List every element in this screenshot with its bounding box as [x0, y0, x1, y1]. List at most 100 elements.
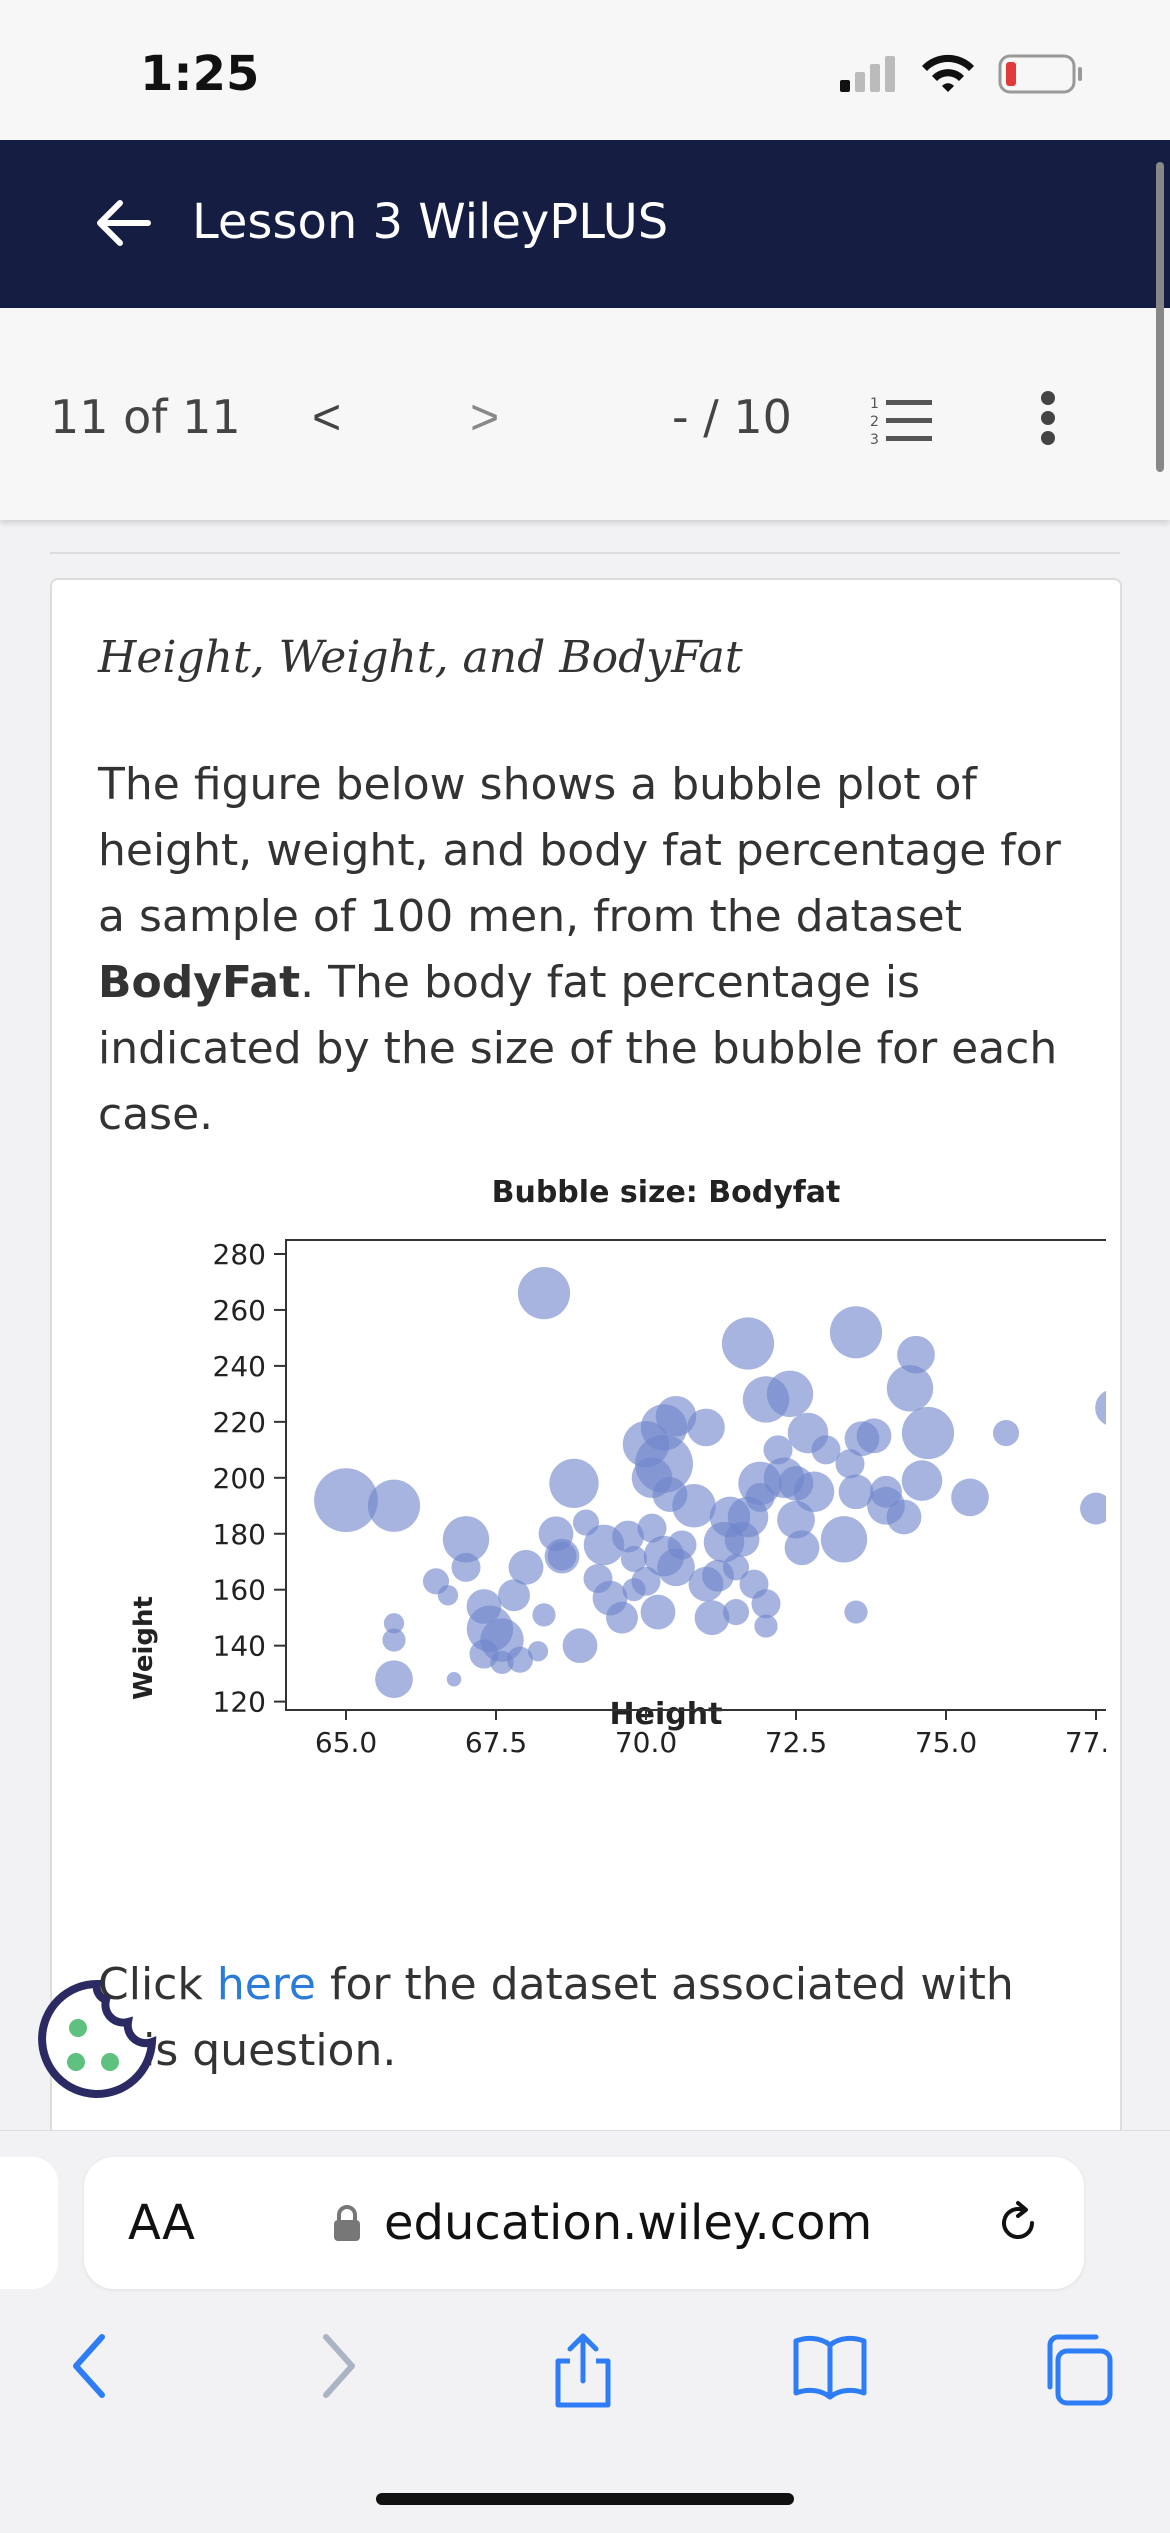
reload-icon[interactable] [992, 2197, 1044, 2249]
data-bubble [754, 1614, 778, 1638]
svg-text:1: 1 [870, 396, 879, 412]
data-bubble [722, 1599, 750, 1626]
data-bubble [897, 1335, 935, 1374]
svg-text:2: 2 [870, 414, 879, 430]
data-bubble [835, 1449, 865, 1479]
question-card: Height, Weight, and BodyFat The figure b… [50, 578, 1122, 2142]
data-bubble [451, 1552, 481, 1582]
data-bubble [901, 1460, 943, 1501]
data-bubble [687, 1408, 725, 1447]
data-bubble [721, 1317, 775, 1370]
data-bubble [655, 1395, 697, 1437]
browser-nav [0, 2331, 1170, 2451]
home-indicator [376, 2493, 794, 2505]
data-bubble [709, 1496, 751, 1538]
x-tick-label: 70.0 [615, 1726, 677, 1759]
y-tick-label: 240 [213, 1350, 266, 1383]
share-icon[interactable] [548, 2331, 618, 2411]
data-bubble [442, 1516, 490, 1563]
dataset-link-text: Click here for the dataset associated wi… [98, 1952, 1098, 2084]
data-bubble [637, 1513, 667, 1543]
dataset-name: BodyFat [98, 957, 301, 1008]
data-bubble [367, 1479, 421, 1532]
lesson-header: Lesson 3 WileyPLUS [0, 140, 1170, 308]
prev-question-button[interactable]: < [312, 389, 342, 445]
data-bubble [506, 1646, 534, 1673]
browser-back-icon[interactable] [66, 2331, 110, 2401]
y-tick-label: 120 [213, 1686, 266, 1719]
next-question-button[interactable]: > [470, 389, 500, 445]
svg-text:3: 3 [870, 432, 879, 448]
data-bubble [751, 1589, 781, 1619]
y-tick-label: 180 [213, 1518, 266, 1551]
data-bubble [620, 1545, 648, 1572]
data-bubble [856, 1418, 892, 1454]
data-bubble [784, 1530, 820, 1566]
question-count: 11 of 11 [50, 390, 241, 444]
plot-frame [285, 1239, 1106, 1711]
data-bubble [640, 1594, 676, 1630]
data-bubble [694, 1600, 730, 1636]
data-bubble [1095, 1390, 1106, 1425]
data-bubble [901, 1406, 955, 1460]
data-bubble [766, 1370, 814, 1418]
data-bubble [820, 1516, 868, 1563]
back-arrow-icon[interactable] [88, 188, 158, 258]
y-tick-label: 280 [213, 1238, 266, 1271]
link-suffix: for the dataset associated with this que… [98, 1959, 1014, 2076]
dataset-link[interactable]: here [216, 1959, 316, 2010]
cookie-settings-icon[interactable] [36, 1978, 158, 2100]
browser-forward-icon[interactable] [318, 2331, 362, 2401]
question-text: The figure below shows a bubble plot of … [98, 752, 1098, 1148]
data-bubble [532, 1603, 556, 1627]
y-tick-label: 220 [213, 1406, 266, 1439]
chart-x-axis-label: Height [610, 1697, 723, 1732]
score-display: - / 10 [672, 390, 792, 444]
browser-bottom-bar: AA education.wiley.com [0, 2130, 1170, 2533]
chart-y-axis-label: Weight [129, 1596, 159, 1700]
status-icons [840, 52, 1100, 101]
data-bubble [811, 1435, 841, 1465]
data-bubble [722, 1554, 750, 1581]
data-bubble [562, 1628, 598, 1664]
text-size-button[interactable]: AA [128, 2195, 196, 2251]
x-tick-label: 75.0 [915, 1726, 977, 1759]
tabs-icon[interactable] [1042, 2331, 1118, 2407]
data-bubble [382, 1628, 406, 1652]
data-bubble [612, 1520, 644, 1553]
data-bubble [886, 1365, 934, 1412]
x-tick-label: 65.0 [315, 1726, 377, 1759]
cellular-signal-icon [840, 56, 895, 92]
y-tick-label: 260 [213, 1294, 266, 1327]
url-text: education.wiley.com [384, 2195, 873, 2251]
data-bubble [829, 1306, 883, 1359]
data-bubble [314, 1468, 378, 1533]
question-text-after: . The body fat percentage is indicated b… [98, 957, 1058, 1140]
scrollbar[interactable] [1156, 162, 1164, 472]
wifi-icon [922, 54, 974, 92]
status-time: 1:25 [140, 46, 260, 102]
bookmarks-icon[interactable] [792, 2331, 868, 2401]
x-tick-label: 72.5 [765, 1726, 827, 1759]
question-title: Height, Weight, and BodyFat [98, 632, 743, 683]
data-bubble [606, 1601, 638, 1634]
data-bubble [622, 1578, 646, 1602]
data-bubble [992, 1419, 1020, 1447]
header-title: Lesson 3 WileyPLUS [192, 194, 669, 250]
previous-tab-stub[interactable] [0, 2157, 58, 2289]
data-bubble [886, 1499, 922, 1535]
data-bubble [437, 1585, 459, 1606]
bubble-chart: Bubble size: Bodyfat Weight Height 65.0 6… [129, 1175, 1106, 1759]
numbered-list-icon[interactable]: 1 2 3 [870, 392, 936, 448]
data-bubble [672, 1484, 716, 1528]
battery-icon [998, 54, 1082, 94]
more-options-icon[interactable] [1038, 388, 1058, 448]
data-bubble [635, 1434, 693, 1493]
data-bubble [777, 1500, 815, 1539]
data-bubble [375, 1660, 413, 1699]
data-bubble [544, 1538, 580, 1574]
lock-icon [334, 2205, 360, 2241]
question-text-before: The figure below shows a bubble plot of … [98, 759, 1061, 942]
address-bar[interactable]: AA education.wiley.com [84, 2157, 1084, 2289]
data-bubble [446, 1671, 462, 1687]
